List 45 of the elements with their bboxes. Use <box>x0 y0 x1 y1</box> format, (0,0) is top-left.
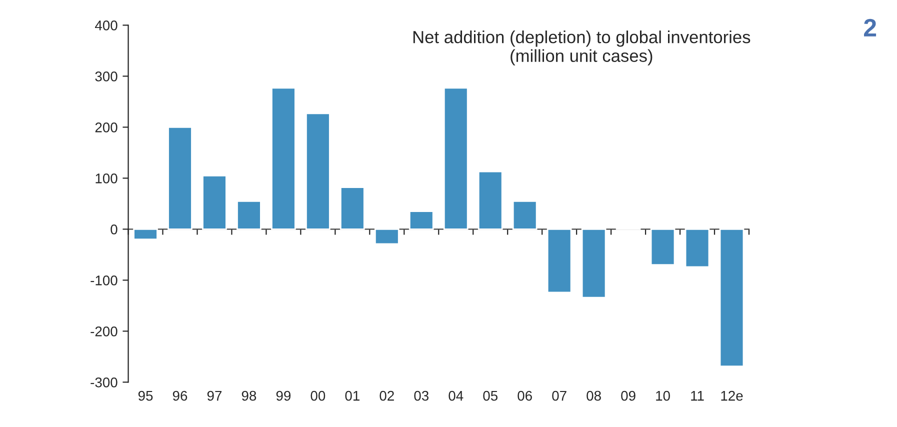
bar <box>443 87 468 230</box>
x-tick-label: 10 <box>656 390 670 401</box>
bar <box>168 126 192 230</box>
x-tick-label: 96 <box>172 390 188 401</box>
bar <box>408 210 434 230</box>
y-tick-label: 0 <box>110 224 118 234</box>
bar <box>512 200 538 230</box>
bar <box>271 87 296 230</box>
x-tick-label: 99 <box>276 390 291 401</box>
x-tick-label: 08 <box>586 390 601 401</box>
y-tick-label: 400 <box>95 20 118 30</box>
bar <box>650 228 676 266</box>
bar <box>581 228 606 298</box>
bar <box>202 174 227 230</box>
y-tick-label: 200 <box>95 122 118 132</box>
text: 2 <box>864 18 876 36</box>
x-tick-label: 05 <box>483 390 498 401</box>
text: Net addition (depletion) to global inventories (million unit cases) <box>413 30 750 66</box>
bar <box>478 170 503 230</box>
x-tick-label: 02 <box>380 390 394 401</box>
x-tick-label: 95 <box>138 390 153 401</box>
x-tick-label: 97 <box>207 390 222 401</box>
bar <box>340 186 365 230</box>
x-tick-label: 06 <box>518 390 532 401</box>
y-tick-label: 300 <box>95 72 118 82</box>
y-tick-label: 100 <box>96 174 118 184</box>
x-tick-label: 07 <box>552 390 566 401</box>
x-tick-label: 01 <box>345 390 360 401</box>
x-tick-label: 04 <box>448 390 464 401</box>
y-tick-label: -300 <box>90 378 118 388</box>
x-tick-label: 09 <box>621 390 636 401</box>
bar <box>236 200 262 230</box>
x-tick-label: 11 <box>691 391 704 401</box>
bar <box>684 228 710 268</box>
x-tick-label: 98 <box>242 390 256 401</box>
x-tick-label: 12e <box>721 390 743 401</box>
y-tick-label: -200 <box>90 326 118 336</box>
x-tick-label: 03 <box>414 390 429 401</box>
bar <box>719 228 744 368</box>
y-tick-label: -100 <box>90 276 118 286</box>
bar <box>546 228 572 294</box>
bar <box>374 228 400 245</box>
bar <box>133 228 158 240</box>
bar <box>306 112 330 230</box>
x-tick-label: 00 <box>310 390 326 401</box>
